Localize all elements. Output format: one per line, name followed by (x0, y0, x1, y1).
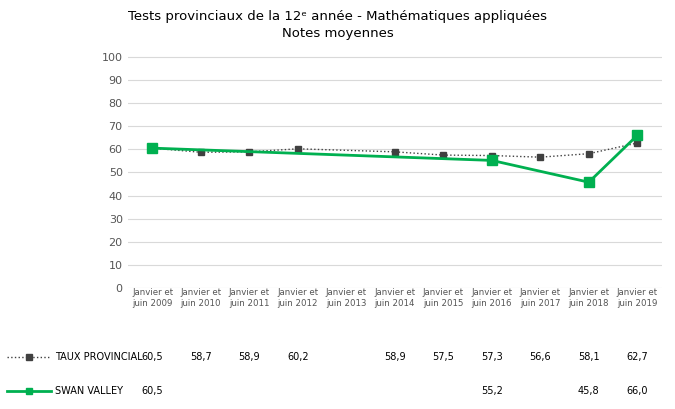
Text: 56,6: 56,6 (529, 353, 551, 362)
Text: 60,5: 60,5 (142, 386, 163, 396)
Text: 57,3: 57,3 (481, 353, 503, 362)
Text: 58,1: 58,1 (578, 353, 599, 362)
Text: Janvier et
juin 2019: Janvier et juin 2019 (617, 288, 658, 308)
Text: Janvier et
juin 2013: Janvier et juin 2013 (326, 288, 367, 308)
Text: 55,2: 55,2 (481, 386, 503, 396)
Text: 45,8: 45,8 (578, 386, 599, 396)
Text: Janvier et
juin 2012: Janvier et juin 2012 (277, 288, 319, 308)
Text: 58,9: 58,9 (239, 353, 261, 362)
Text: Janvier et
juin 2018: Janvier et juin 2018 (568, 288, 610, 308)
Text: Janvier et
juin 2010: Janvier et juin 2010 (180, 288, 221, 308)
Text: 62,7: 62,7 (626, 353, 648, 362)
Text: Janvier et
juin 2014: Janvier et juin 2014 (375, 288, 415, 308)
Text: Janvier et
juin 2015: Janvier et juin 2015 (423, 288, 464, 308)
Text: 58,9: 58,9 (384, 353, 406, 362)
Text: SWAN VALLEY: SWAN VALLEY (55, 386, 124, 396)
Text: 60,2: 60,2 (287, 353, 308, 362)
Text: 57,5: 57,5 (433, 353, 454, 362)
Text: Janvier et
juin 2016: Janvier et juin 2016 (471, 288, 512, 308)
Text: 66,0: 66,0 (626, 386, 648, 396)
Text: 60,5: 60,5 (142, 353, 163, 362)
Text: Tests provinciaux de la 12ᵉ année - Mathématiques appliquées
Notes moyennes: Tests provinciaux de la 12ᵉ année - Math… (128, 10, 547, 40)
Text: Janvier et
juin 2011: Janvier et juin 2011 (229, 288, 270, 308)
Text: Janvier et
juin 2017: Janvier et juin 2017 (520, 288, 561, 308)
Text: Janvier et
juin 2009: Janvier et juin 2009 (132, 288, 173, 308)
Text: TAUX PROVINCIAL: TAUX PROVINCIAL (55, 353, 143, 362)
Text: 58,7: 58,7 (190, 353, 212, 362)
